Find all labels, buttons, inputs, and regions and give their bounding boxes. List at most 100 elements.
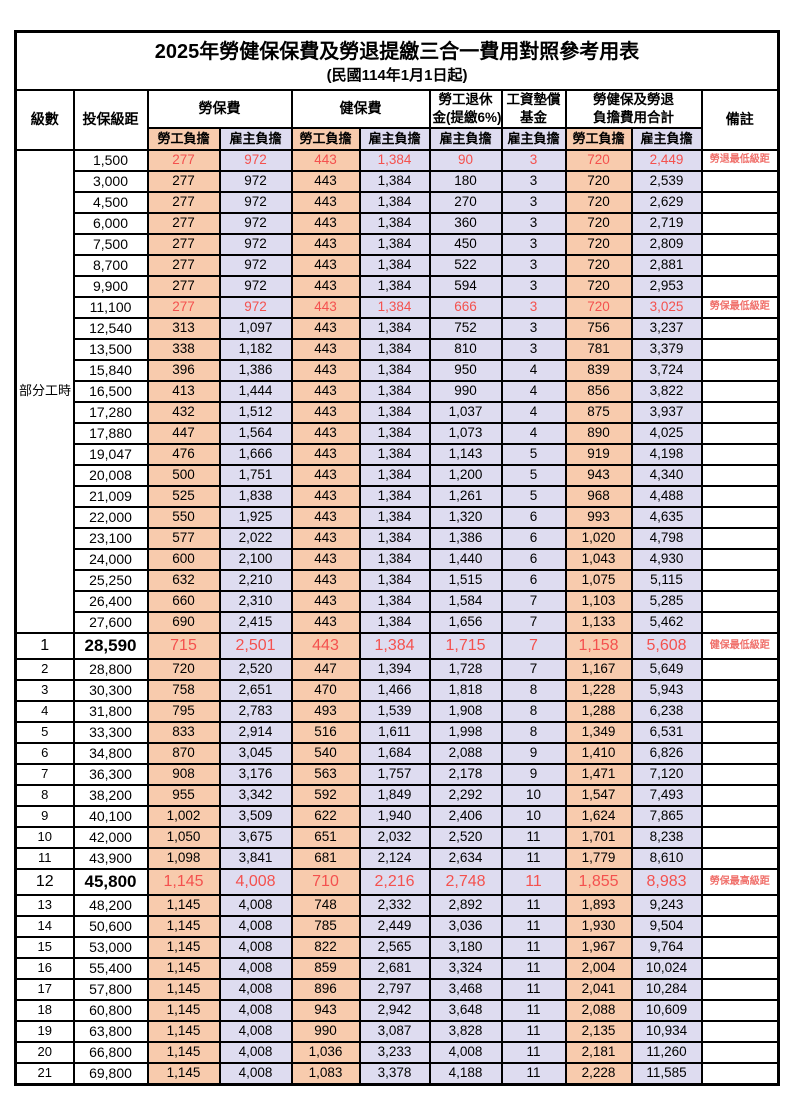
cell-bracket: 25,250	[72, 569, 149, 592]
cell-labor-employee: 476	[146, 443, 221, 466]
cell-level: 10	[14, 826, 75, 849]
cell-health-employer: 1,384	[358, 401, 431, 424]
cell-health-employer: 3,087	[358, 1020, 431, 1043]
cell-remark	[700, 999, 780, 1022]
cell-labor-employee: 413	[146, 380, 221, 403]
cell-wage-fund-employer: 3	[500, 149, 567, 172]
cell-health-employee: 443	[290, 317, 361, 340]
cell-total-employer: 7,865	[630, 805, 703, 828]
cell-labor-employer: 3,176	[218, 763, 293, 786]
table-row: 14 50,600 1,145 4,008 785 2,449 3,036 11 1,930 9,…	[14, 915, 780, 938]
table-row: 5 33,300 833 2,914 516 1,611 1,998 8 1,349 6,531	[14, 721, 780, 744]
cell-remark	[700, 275, 780, 298]
cell-health-employer: 1,757	[358, 763, 431, 786]
cell-health-employer: 1,466	[358, 679, 431, 702]
cell-level: 1	[14, 632, 75, 660]
cell-remark: 勞退最低級距	[700, 149, 780, 172]
cell-labor-employer: 3,342	[218, 784, 293, 807]
cell-labor-employee: 833	[146, 721, 221, 744]
cell-labor-employer: 4,008	[218, 894, 293, 917]
cell-labor-employer: 1,666	[218, 443, 293, 466]
cell-wage-fund-employer: 7	[500, 611, 567, 634]
cell-health-employee: 447	[290, 658, 361, 681]
cell-labor-employer: 2,501	[218, 632, 293, 660]
cell-wage-fund-employer: 3	[500, 296, 567, 319]
cell-health-employer: 1,384	[358, 359, 431, 382]
cell-total-employee: 1,043	[564, 548, 633, 571]
cell-health-employer: 1,384	[358, 338, 431, 361]
cell-total-employee: 2,004	[564, 957, 633, 980]
cell-total-employee: 1,930	[564, 915, 633, 938]
cell-labor-employer: 972	[218, 212, 293, 235]
cell-labor-employer: 2,022	[218, 527, 293, 550]
cell-labor-employer: 4,008	[218, 957, 293, 980]
cell-remark	[700, 212, 780, 235]
cell-pension-employer: 1,715	[428, 632, 503, 660]
cell-total-employee: 2,228	[564, 1062, 633, 1085]
cell-labor-employee: 660	[146, 590, 221, 613]
cell-total-employer: 3,724	[630, 359, 703, 382]
cell-pension-employer: 180	[428, 170, 503, 193]
cell-level: 12	[14, 868, 75, 896]
cell-health-employer: 2,216	[358, 868, 431, 896]
cell-pension-employer: 1,818	[428, 679, 503, 702]
cell-bracket: 7,500	[72, 233, 149, 256]
cell-level: 11	[14, 847, 75, 870]
table-row: 4,500 277 972 443 1,384 270 3 720 2,629	[16, 191, 780, 214]
cell-bracket: 33,300	[72, 721, 149, 744]
cell-health-employer: 1,384	[358, 506, 431, 529]
cell-health-employee: 443	[290, 422, 361, 445]
cell-health-employer: 1,384	[358, 212, 431, 235]
cell-bracket: 48,200	[72, 894, 149, 917]
cell-labor-employer: 4,008	[218, 936, 293, 959]
cell-remark	[700, 784, 780, 807]
col-header-health-insurance: 健保費	[290, 89, 431, 129]
cell-total-employer: 3,937	[630, 401, 703, 424]
cell-remark	[700, 422, 780, 445]
cell-labor-employee: 632	[146, 569, 221, 592]
subheader-labor-employer: 雇主負擔	[218, 127, 293, 151]
cell-total-employer: 4,798	[630, 527, 703, 550]
cell-health-employer: 1,384	[358, 527, 431, 550]
cell-wage-fund-employer: 3	[500, 212, 567, 235]
cell-health-employee: 1,083	[290, 1062, 361, 1085]
cell-remark	[700, 679, 780, 702]
cell-wage-fund-employer: 11	[500, 894, 567, 917]
cell-health-employee: 443	[290, 590, 361, 613]
table-row: 21 69,800 1,145 4,008 1,083 3,378 4,188 11 2,228…	[14, 1062, 780, 1085]
cell-level: 18	[14, 999, 75, 1022]
cell-labor-employer: 3,841	[218, 847, 293, 870]
table-title: 2025年勞健保保費及勞退提繳三合一費用對照參考用表	[154, 40, 640, 63]
cell-level: 3	[14, 679, 75, 702]
cell-labor-employee: 277	[146, 233, 221, 256]
cell-total-employee: 720	[564, 212, 633, 235]
subheader-health-employer: 雇主負擔	[358, 127, 431, 151]
cell-health-employer: 1,384	[358, 191, 431, 214]
cell-health-employer: 1,384	[358, 254, 431, 277]
cell-bracket: 50,600	[72, 915, 149, 938]
cell-total-employee: 756	[564, 317, 633, 340]
cell-remark	[700, 936, 780, 959]
cell-wage-fund-employer: 6	[500, 527, 567, 550]
cell-total-employer: 3,379	[630, 338, 703, 361]
cell-total-employer: 7,493	[630, 784, 703, 807]
cell-total-employer: 2,629	[630, 191, 703, 214]
cell-labor-employer: 4,008	[218, 1041, 293, 1064]
cell-wage-fund-employer: 3	[500, 233, 567, 256]
table-row: 2 28,800 720 2,520 447 1,394 1,728 7 1,167 5,649	[14, 658, 780, 681]
cell-wage-fund-employer: 9	[500, 763, 567, 786]
cell-health-employee: 748	[290, 894, 361, 917]
cell-level: 19	[14, 1020, 75, 1043]
cell-pension-employer: 2,178	[428, 763, 503, 786]
cell-pension-employer: 1,386	[428, 527, 503, 550]
cell-total-employer: 3,237	[630, 317, 703, 340]
cell-total-employer: 9,243	[630, 894, 703, 917]
cell-bracket: 23,100	[72, 527, 149, 550]
table-row: 4 31,800 795 2,783 493 1,539 1,908 8 1,288 6,238	[14, 700, 780, 723]
table-row: 8,700 277 972 443 1,384 522 3 720 2,881	[16, 254, 780, 277]
col-header-pension-line1: 勞工退休	[438, 92, 493, 107]
cell-remark	[700, 338, 780, 361]
cell-wage-fund-employer: 10	[500, 805, 567, 828]
cell-labor-employee: 1,145	[146, 1062, 221, 1085]
cell-total-employee: 919	[564, 443, 633, 466]
